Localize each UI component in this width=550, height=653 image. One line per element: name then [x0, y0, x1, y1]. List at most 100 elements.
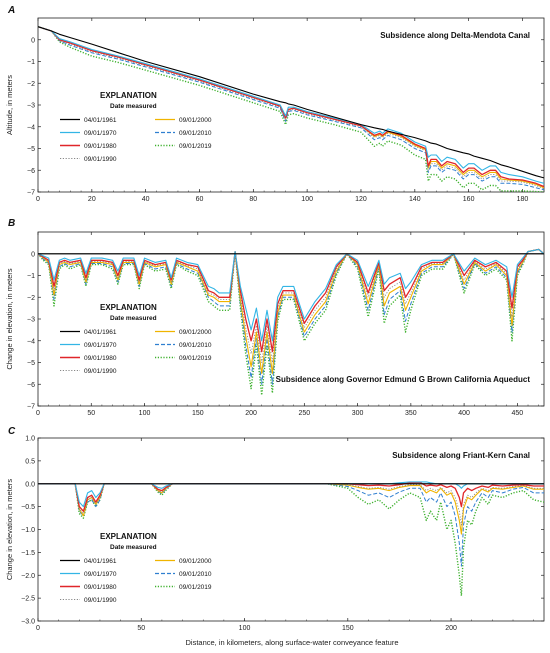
y-tick-label: −4 [27, 124, 35, 131]
x-tick-label: 140 [409, 196, 421, 203]
x-tick-label: 100 [239, 625, 251, 632]
y-tick-label: −6 [27, 382, 35, 389]
series-line-09-01-1980 [38, 481, 544, 512]
x-axis-label: Distance, in kilometers, along surface-w… [185, 638, 398, 647]
series-line-09-01-1970 [38, 248, 544, 342]
y-tick-label: 0.0 [25, 481, 35, 488]
legend-entry-label: 04/01/1961 [84, 117, 117, 124]
panel-title: Subsidence along Governor Edmund G Brown… [276, 375, 531, 384]
legend-entry-label: 09/01/1970 [84, 571, 117, 578]
legend-entry-label: 09/01/1990 [84, 368, 117, 375]
y-tick-label: −5 [27, 146, 35, 153]
x-tick-label: 300 [352, 410, 364, 417]
y-tick-label: −6 [27, 168, 35, 175]
y-axis-label: Altitude, in meters [5, 75, 14, 135]
series-line-09-01-1990 [38, 26, 544, 190]
y-tick-label: −3 [27, 103, 35, 110]
y-tick-label: −2 [27, 295, 35, 302]
legend-heading: EXPLANATION [100, 91, 157, 100]
y-tick-label: 0 [31, 37, 35, 44]
x-tick-label: 180 [517, 196, 529, 203]
y-tick-label: −3 [27, 317, 35, 324]
x-tick-label: 50 [137, 625, 145, 632]
legend: EXPLANATION Date measured 04/01/1961 09/01/… [60, 532, 212, 604]
x-tick-label: 200 [445, 625, 457, 632]
legend-entry-label: 09/01/1990 [84, 156, 117, 163]
x-tick-label: 350 [405, 410, 417, 417]
series-line-09-01-1970 [38, 26, 544, 184]
series-line-09-01-2010 [38, 483, 544, 567]
x-tick-label: 0 [36, 196, 40, 203]
panel-b: B0−1−2−3−4−5−6−70 50 100 150 200 250 300 350 400… [5, 218, 545, 417]
x-tick-label: 120 [355, 196, 367, 203]
y-tick-label: −2 [27, 81, 35, 88]
x-tick-label: 50 [87, 410, 95, 417]
legend-entry-label: 04/01/1961 [84, 558, 117, 565]
legend-entry-label: 04/01/1961 [84, 329, 117, 336]
y-tick-label: −5 [27, 360, 35, 367]
y-tick-label: 1.0 [25, 436, 35, 443]
legend-entry-label: 09/01/2010 [179, 571, 212, 578]
panel-title: Subsidence along Friant-Kern Canal [392, 451, 530, 460]
plot-frame [37, 437, 545, 622]
legend: EXPLANATION Date measured 04/01/1961 09/01/… [60, 303, 212, 375]
x-tick-label: 80 [249, 196, 257, 203]
y-tick-label: −3.0 [21, 619, 35, 626]
y-tick-label: 0.5 [25, 458, 35, 465]
y-tick-label: −1 [27, 273, 35, 280]
x-tick-label: 40 [142, 196, 150, 203]
y-tick-label: −2.5 [21, 596, 35, 603]
x-tick-label: 150 [342, 625, 354, 632]
panel-a: A0−1−2−3−4−5−6−70 20 40 60 80 100 120 140 160 180… [5, 5, 545, 203]
series-group [38, 26, 544, 192]
legend-entry-label: 09/01/2019 [179, 143, 212, 150]
x-tick-label: 0 [36, 625, 40, 632]
series-line-09-01-2019 [38, 483, 544, 597]
legend-entry-label: 09/01/2019 [179, 355, 212, 362]
y-tick-label: −4 [27, 338, 35, 345]
y-tick-label: −7 [27, 190, 35, 197]
panel-title: Subsidence along Delta-Mendota Canal [380, 31, 530, 40]
series-line-04-01-1961 [38, 26, 544, 179]
series-group [38, 481, 544, 597]
y-tick-label: 0 [31, 251, 35, 258]
x-tick-label: 250 [298, 410, 310, 417]
legend-subheading: Date measured [110, 315, 157, 322]
series-group [38, 248, 544, 396]
y-axis-label: Change in elevation, in meters [5, 479, 14, 581]
legend-entry-label: 09/01/1990 [84, 597, 117, 604]
panel-letter: B [8, 218, 15, 229]
legend-entry-label: 09/01/1980 [84, 355, 117, 362]
legend-entry-label: 09/01/2010 [179, 130, 212, 137]
y-tick-label: −1.5 [21, 550, 35, 557]
x-tick-label: 150 [192, 410, 204, 417]
panel-letter: C [8, 426, 16, 437]
x-tick-label: 100 [301, 196, 313, 203]
x-tick-label: 60 [196, 196, 204, 203]
y-axis-label: Change in elevation, in meters [5, 268, 14, 370]
x-tick-label: 20 [88, 196, 96, 203]
panel-c: C 1.0 0.5 0.0 −0.5 −1.0 −1.5 −2.0 −2.5 −3.00 50 100… [5, 426, 545, 632]
legend-entry-label: 09/01/1970 [84, 342, 117, 349]
legend-entry-label: 09/01/2010 [179, 342, 212, 349]
legend-heading: EXPLANATION [100, 303, 157, 312]
panel-letter: A [7, 5, 15, 16]
y-tick-label: −1 [27, 59, 35, 66]
y-tick-label: −2.0 [21, 573, 35, 580]
legend-entry-label: 09/01/2000 [179, 329, 212, 336]
legend-heading: EXPLANATION [100, 532, 157, 541]
legend-subheading: Date measured [110, 544, 157, 551]
legend-entry-label: 09/01/2019 [179, 584, 212, 591]
x-tick-label: 0 [36, 410, 40, 417]
legend-entry-label: 09/01/1980 [84, 584, 117, 591]
legend-entry-label: 09/01/1980 [84, 143, 117, 150]
series-line-09-01-1970 [38, 481, 544, 508]
series-line-09-01-2000 [38, 483, 544, 535]
legend-subheading: Date measured [110, 103, 157, 110]
legend-entry-label: 09/01/2000 [179, 117, 212, 124]
x-tick-label: 200 [245, 410, 257, 417]
legend: EXPLANATION Date measured 04/01/1961 09/01/… [60, 91, 212, 163]
x-tick-label: 450 [512, 410, 524, 417]
series-line-09-01-1990 [38, 483, 544, 526]
series-line-09-01-2019 [38, 26, 544, 192]
